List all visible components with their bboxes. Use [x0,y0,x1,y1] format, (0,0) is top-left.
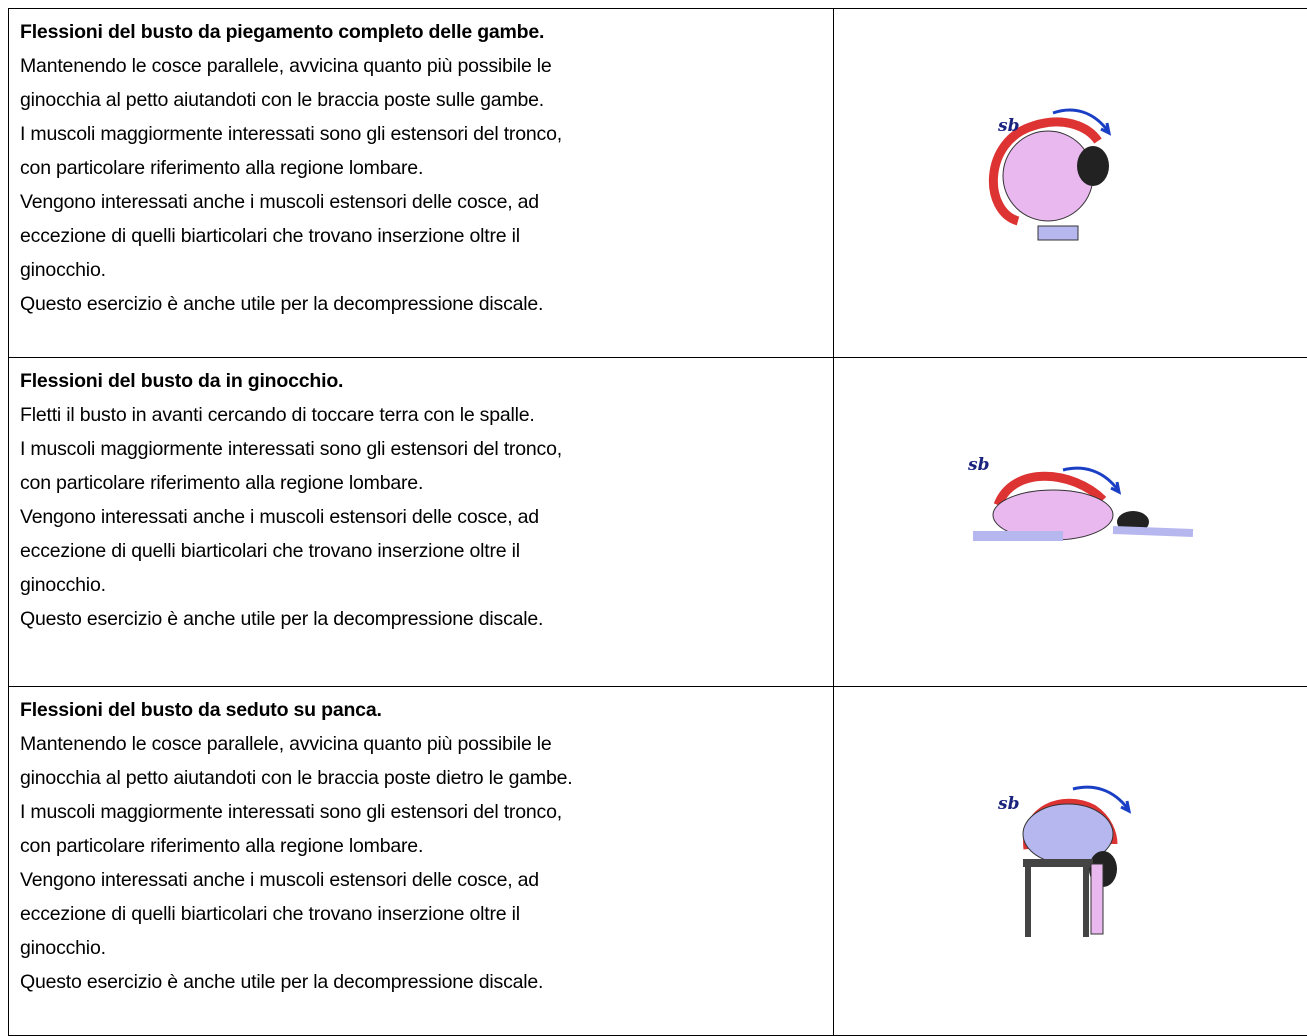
exercise-title: Flessioni del busto da piegamento comple… [20,15,833,49]
text-line: con particolare riferimento alla regione… [20,466,833,500]
bench-leg [1025,867,1031,937]
text-line: eccezione di quelli biarticolari che tro… [20,534,833,568]
text-line: Vengono interessati anche i muscoli este… [20,500,833,534]
image-label: sb [997,116,1019,136]
legs [1091,864,1103,934]
text-line: Fletti il busto in avanti cercando di to… [20,398,833,432]
text-line: con particolare riferimento alla regione… [20,829,833,863]
text-line: ginocchio. [20,568,833,602]
exercise-table: Flessioni del busto da piegamento comple… [8,8,1307,1036]
table-row: Flessioni del busto da in ginocchio.Flet… [9,358,1307,687]
text-line: ginocchio. [20,253,833,287]
text-cell: Flessioni del busto da piegamento comple… [9,9,834,358]
illustration: sb [943,91,1203,271]
text-line: Mantenendo le cosce parallele, avvicina … [20,727,833,761]
text-line: I muscoli maggiormente interessati sono … [20,795,833,829]
text-line: ginocchio. [20,931,833,965]
image-cell: sb [834,9,1307,358]
text-line: ginocchia al petto aiutandoti con le bra… [20,761,833,795]
illustration: sb [943,769,1203,949]
image-label: sb [967,455,989,475]
text-line: Vengono interessati anche i muscoli este… [20,185,833,219]
image-cell: sb [834,358,1307,687]
bench-leg [1083,867,1089,937]
table-row: Flessioni del busto da seduto su panca.M… [9,687,1307,1036]
exercise-title: Flessioni del busto da in ginocchio. [20,364,833,398]
image-label: sb [997,794,1019,814]
bench [1023,859,1093,867]
feet [1038,226,1078,240]
text-line: eccezione di quelli biarticolari che tro… [20,897,833,931]
image-cell: sb [834,687,1307,1036]
text-line: I muscoli maggiormente interessati sono … [20,117,833,151]
exercise-title: Flessioni del busto da seduto su panca. [20,693,833,727]
text-line: Questo esercizio è anche utile per la de… [20,287,833,321]
arms [1113,530,1193,533]
text-line: Questo esercizio è anche utile per la de… [20,965,833,999]
head [1077,146,1109,186]
text-line: Vengono interessati anche i muscoli este… [20,863,833,897]
text-line: ginocchia al petto aiutandoti con le bra… [20,83,833,117]
text-line: eccezione di quelli biarticolari che tro… [20,219,833,253]
text-line: con particolare riferimento alla regione… [20,151,833,185]
text-line: Mantenendo le cosce parallele, avvicina … [20,49,833,83]
illustration: sb [943,430,1203,610]
text-line: Questo esercizio è anche utile per la de… [20,602,833,636]
table-row: Flessioni del busto da piegamento comple… [9,9,1307,358]
text-cell: Flessioni del busto da in ginocchio.Flet… [9,358,834,687]
text-line: I muscoli maggiormente interessati sono … [20,432,833,466]
text-cell: Flessioni del busto da seduto su panca.M… [9,687,834,1036]
